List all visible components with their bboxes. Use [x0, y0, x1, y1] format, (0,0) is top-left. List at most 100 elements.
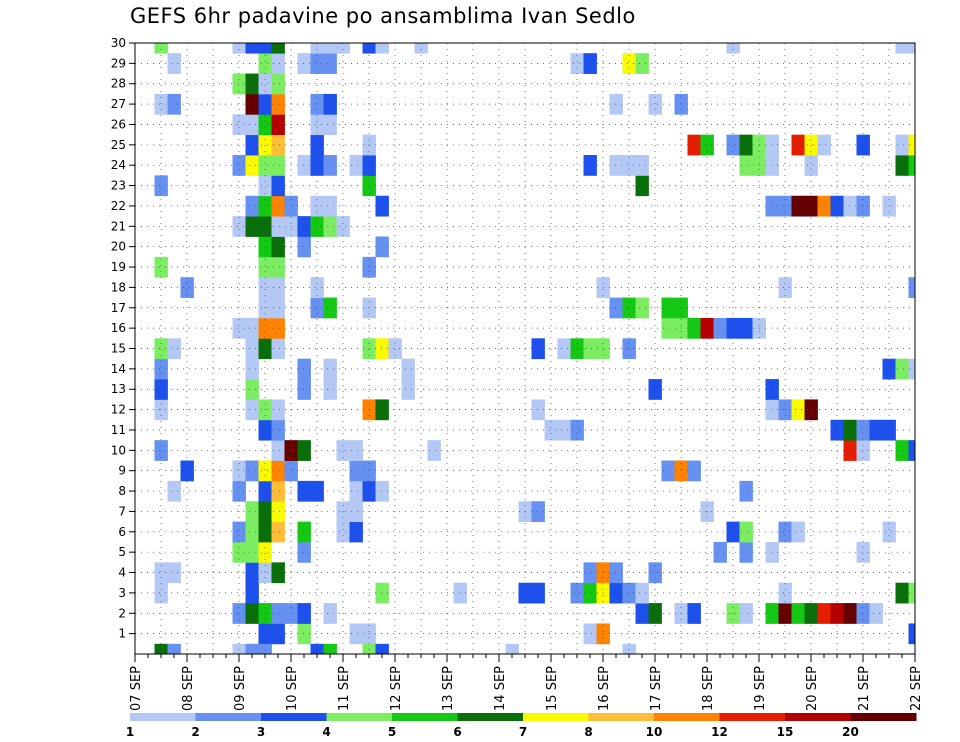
- heatmap-cell: [258, 419, 272, 441]
- heatmap-cell: [401, 358, 415, 380]
- color-scale-swatch: [326, 713, 393, 721]
- heatmap-cell: [245, 501, 259, 523]
- heatmap-cell: [154, 93, 168, 115]
- heatmap-cell: [271, 297, 285, 319]
- heatmap-cell: [908, 134, 916, 156]
- chart-title: GEFS 6hr padavine po ansamblima Ivan Sed…: [130, 4, 636, 28]
- heatmap-cell: [453, 582, 467, 604]
- x-tick-label: 19 SEP: [753, 666, 768, 711]
- heatmap-cell: [817, 134, 831, 156]
- heatmap-cell: [245, 399, 259, 421]
- heatmap-cell: [258, 541, 272, 563]
- heatmap-cell: [375, 236, 389, 258]
- y-tick-label: 15: [111, 342, 126, 356]
- heatmap-cell: [544, 419, 558, 441]
- heatmap-cell: [336, 521, 350, 543]
- heatmap-cell: [310, 155, 324, 176]
- heatmap-cell: [856, 541, 870, 563]
- color-scale-label: 8: [584, 725, 592, 739]
- y-tick-label: 22: [111, 199, 126, 213]
- heatmap-cell: [323, 114, 337, 136]
- heatmap-cell: [648, 379, 662, 400]
- heatmap-cell: [908, 582, 916, 604]
- heatmap-cell: [297, 53, 311, 74]
- heatmap-cell: [622, 338, 636, 360]
- heatmap-cell: [245, 603, 259, 624]
- heatmap-cell: [271, 460, 285, 482]
- heatmap-cell: [583, 338, 597, 360]
- heatmap-cell: [271, 73, 285, 95]
- y-tick-label: 29: [111, 56, 126, 70]
- heatmap-cell: [791, 134, 805, 156]
- heatmap-cell: [765, 155, 779, 176]
- heatmap-cell: [856, 440, 870, 461]
- heatmap-cell: [609, 155, 623, 176]
- heatmap-cell: [271, 134, 285, 156]
- heatmap-cell: [232, 541, 246, 563]
- heatmap-cell: [297, 155, 311, 176]
- heatmap-cell: [271, 216, 285, 237]
- heatmap-cell: [687, 460, 701, 482]
- heatmap-cell: [349, 440, 363, 461]
- heatmap-cell: [583, 623, 597, 645]
- heatmap-cell: [232, 216, 246, 237]
- heatmap-cell: [765, 134, 779, 156]
- heatmap-cell: [739, 134, 753, 156]
- heatmap-cell: [570, 419, 584, 441]
- y-tick-label: 6: [118, 525, 126, 539]
- y-tick-label: 20: [111, 240, 126, 254]
- heatmap-cell: [323, 643, 337, 655]
- heatmap-cell: [323, 603, 337, 624]
- heatmap-cell: [297, 358, 311, 380]
- heatmap-cell: [739, 317, 753, 339]
- heatmap-cell: [661, 460, 675, 482]
- heatmap-cell: [258, 73, 272, 95]
- heatmap-cell: [245, 582, 259, 604]
- heatmap-cell: [323, 297, 337, 319]
- heatmap-cell: [765, 399, 779, 421]
- color-scale-label: 1: [126, 725, 134, 739]
- heatmap-cell: [583, 582, 597, 604]
- color-scale-label: 20: [842, 725, 859, 739]
- y-tick-label: 1: [118, 627, 126, 641]
- heatmap-cell: [245, 134, 259, 156]
- heatmap-cell: [323, 43, 337, 54]
- heatmap-cell: [791, 195, 805, 217]
- heatmap-cell: [297, 521, 311, 543]
- heatmap-cell: [531, 399, 545, 421]
- heatmap-cell: [349, 155, 363, 176]
- heatmap-cell: [271, 155, 285, 176]
- heatmap-cell: [570, 53, 584, 74]
- y-tick-label: 24: [111, 158, 126, 172]
- heatmap-cell: [245, 43, 259, 54]
- heatmap-cell: [622, 582, 636, 604]
- heatmap-cell: [297, 236, 311, 258]
- heatmap-cell: [271, 114, 285, 136]
- heatmap-cell: [310, 53, 324, 74]
- heatmap-cell: [817, 195, 831, 217]
- heatmap-cell: [232, 480, 246, 502]
- heatmap-cell: [531, 582, 545, 604]
- heatmap-cell: [271, 338, 285, 360]
- x-tick-label: 11 SEP: [337, 666, 352, 711]
- heatmap-cell: [687, 134, 701, 156]
- y-tick-label: 23: [111, 179, 126, 193]
- y-tick-label: 3: [118, 586, 126, 600]
- heatmap-cell: [336, 440, 350, 461]
- x-tick-label: 09 SEP: [233, 666, 248, 711]
- heatmap-cell: [739, 155, 753, 176]
- y-tick-label: 13: [111, 382, 126, 396]
- x-tick-label: 13 SEP: [441, 666, 456, 711]
- heatmap-cell: [323, 93, 337, 115]
- heatmap-cell: [739, 541, 753, 563]
- heatmap-cell: [310, 216, 324, 237]
- heatmap-cell: [804, 155, 818, 176]
- heatmap-cell: [895, 155, 909, 176]
- color-scale-swatch: [195, 713, 262, 721]
- heatmap-cell: [245, 114, 259, 136]
- y-tick-label: 26: [111, 117, 126, 131]
- heatmap-cell: [154, 175, 168, 197]
- x-tick-label: 10 SEP: [285, 666, 300, 711]
- heatmap-cell: [258, 317, 272, 339]
- heatmap-cell: [258, 93, 272, 115]
